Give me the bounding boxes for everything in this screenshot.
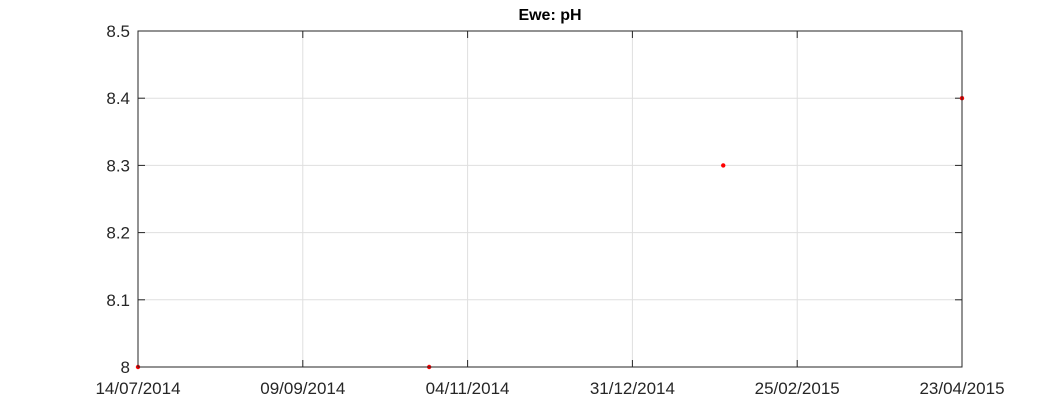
y-tick-label: 8.4: [106, 89, 130, 108]
plot-area-border: [137, 30, 963, 368]
y-tick-label: 8.3: [106, 156, 130, 175]
x-tick-label: 23/04/2015: [919, 379, 1004, 398]
grid: [138, 31, 962, 367]
x-axis: 14/07/2014 09/09/2014 04/11/2014 31/12/2014…: [95, 31, 1005, 398]
x-tick-label: 09/09/2014: [260, 379, 345, 398]
y-axis: 8 8.1 8.2 8.3 8.4 8.5: [106, 22, 962, 377]
data-point: [721, 163, 726, 168]
y-tick-label: 8.1: [106, 291, 130, 310]
x-tick-label: 25/02/2015: [755, 379, 840, 398]
x-tick-label: 14/07/2014: [95, 379, 180, 398]
y-tick-label: 8.2: [106, 224, 130, 243]
x-tick-label: 31/12/2014: [590, 379, 675, 398]
y-tick-label: 8: [121, 358, 130, 377]
y-tick-label: 8.5: [106, 22, 130, 41]
x-tick-label: 04/11/2014: [426, 379, 510, 398]
chart-title: Ewe: pH: [518, 7, 581, 24]
